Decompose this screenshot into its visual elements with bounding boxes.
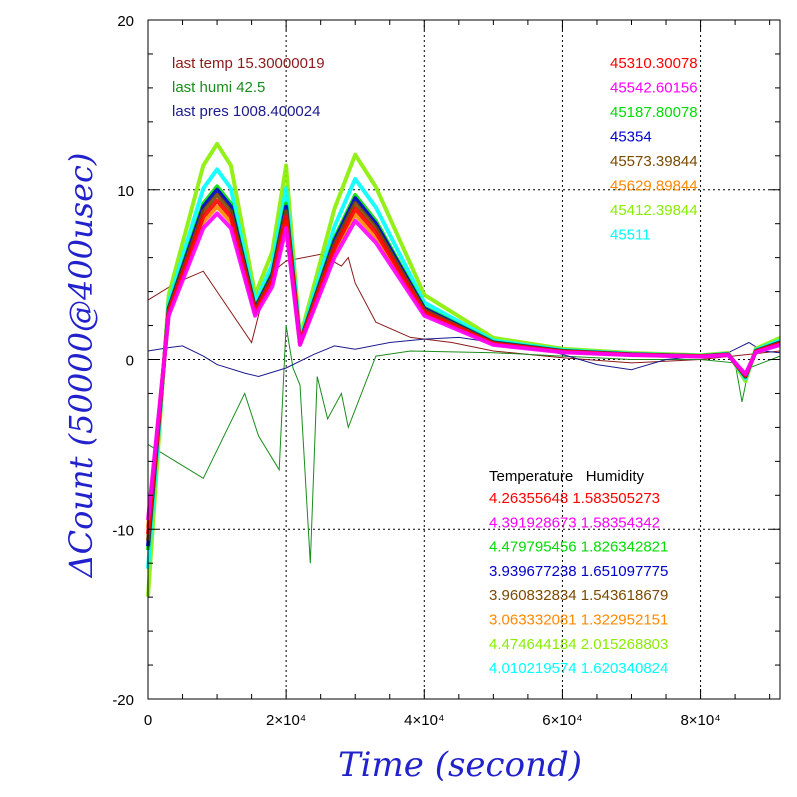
x-tick-label: 6×10⁴ xyxy=(542,712,582,729)
x-tick-label: 0 xyxy=(144,712,152,729)
coef-row: 3.960832834 1.543618679 xyxy=(489,587,668,604)
series-line xyxy=(146,211,781,521)
y-tick-label: 20 xyxy=(117,13,134,30)
legend-entry: 45310.30078 xyxy=(610,55,698,72)
environment-line xyxy=(147,253,781,364)
legend-entry: 45573.39844 xyxy=(610,153,698,170)
last-humi-label: last humi 42.5 xyxy=(172,79,265,96)
series-legend: 45310.30078 45542.60156 45187.80078 45354 45… xyxy=(610,55,698,244)
x-tick-label: 8×10⁴ xyxy=(680,712,720,729)
coefficient-table: 4.26355648 1.583505273 4.391928673 1.5835… xyxy=(489,490,668,677)
y-tick-label: 10 xyxy=(117,183,134,200)
coef-header: Temperature Humidity xyxy=(489,468,645,485)
legend-entry: 45511 xyxy=(610,227,651,244)
coef-row: 4.391928673 1.58354342 xyxy=(489,514,660,531)
y-tick-label: -10 xyxy=(112,522,134,539)
x-tick-label: 4×10⁴ xyxy=(404,712,444,729)
coef-row: 3.063332081 1.322952151 xyxy=(489,612,668,629)
legend-entry: 45354 xyxy=(610,129,652,146)
axis-ticks xyxy=(147,19,780,700)
legend-entry: 45629.89844 xyxy=(610,178,698,195)
coef-row: 4.010219574 1.620340824 xyxy=(489,660,668,677)
y-axis-title: ΔCount (50000@400usec) xyxy=(62,153,100,580)
legend-entry: 45187.80078 xyxy=(610,104,698,121)
last-temp-label: last temp 15.30000019 xyxy=(172,55,325,72)
x-tick-label: 2×10⁴ xyxy=(266,712,306,729)
last-readings: last temp 15.30000019 last humi 42.5 las… xyxy=(172,55,325,120)
environment-line xyxy=(147,325,781,564)
coef-row: 4.26355648 1.583505273 xyxy=(489,490,660,507)
y-tick-label: -20 xyxy=(112,692,134,709)
x-axis-title: Time (second) xyxy=(338,745,582,785)
coef-row: 4.479795456 1.826342821 xyxy=(489,539,668,556)
legend-entry: 45542.60156 xyxy=(610,80,698,97)
y-tick-label: 0 xyxy=(126,353,134,370)
coef-row: 3.939677238 1.651097775 xyxy=(489,563,668,580)
coef-row: 4.474644184 2.015268803 xyxy=(489,636,668,653)
last-pres-label: last pres 1008.400024 xyxy=(172,103,320,120)
series-lines xyxy=(146,141,781,597)
legend-entry: 45412.39844 xyxy=(610,202,698,219)
environment-lines xyxy=(147,253,781,564)
tick-labels: 0 2×10⁴ 4×10⁴ 6×10⁴ 8×10⁴ 20 10 0 -10 -20 xyxy=(112,13,720,729)
